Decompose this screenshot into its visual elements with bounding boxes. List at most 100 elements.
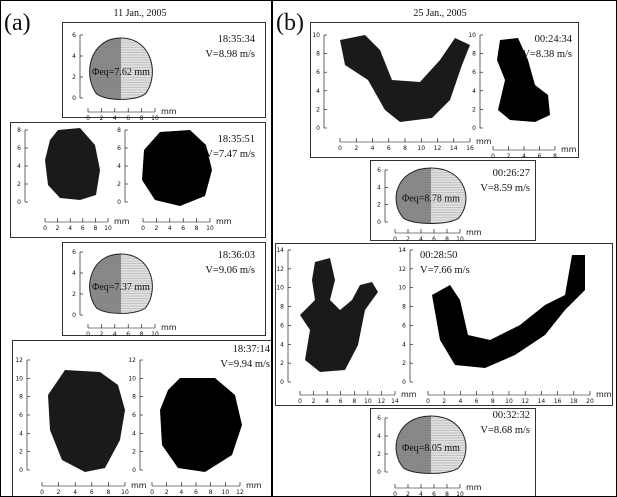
x-tick-label: 6 [432,236,436,243]
x-tick-label: 0 [43,225,47,232]
x-tick-label: 0 [393,491,397,497]
y-tick-label: 12 [276,266,284,273]
x-tick-label: 4 [522,153,526,160]
y-tick-label: 0 [472,125,476,132]
x-tick-label: 8 [553,153,557,160]
axis-unit: mm [476,137,492,146]
x-tick-label: 8 [445,491,449,497]
particle-silhouette [142,130,212,206]
equivalent-diameter: Φeq=8.05 mm [402,443,460,454]
x-tick-label: 4 [68,225,72,232]
figure: (a) 11 Jan., 2005 (b) 25 Jan., 2005 0246… [0,0,617,497]
y-tick-label: 4 [132,430,136,437]
axis-unit: mm [131,481,147,490]
x-tick-label: 2 [312,398,316,405]
equivalent-diameter: Φeq=7.62 mm [92,67,150,78]
x-tick-label: 0 [40,489,44,496]
x-tick-label: 0 [393,236,397,243]
y-tick-label: 2 [402,360,406,367]
x-tick-label: 4 [73,489,77,496]
axis-unit: mm [561,145,577,154]
x-tick-label: 0 [491,153,495,160]
y-tick-label: 4 [117,163,121,170]
x-tick-label: 2 [165,489,169,496]
x-tick-label: 2 [406,491,410,497]
y-tick-label: 8 [316,51,320,58]
y-tick-label: 0 [377,469,381,476]
axis-unit: mm [466,228,482,237]
x-tick-label: 10 [456,491,464,497]
y-tick-label: 12 [398,266,406,273]
y-tick-label: 0 [280,379,284,386]
y-tick-label: 2 [17,181,21,188]
y-tick-label: 4 [472,88,476,95]
x-tick-label: 8 [106,489,110,496]
y-tick-label: 6 [316,69,320,76]
particle-silhouette [48,370,125,472]
x-tick-label: 6 [387,145,391,152]
y-tick-label: 10 [15,375,23,382]
y-tick-label: 6 [472,69,476,76]
y-tick-label: 10 [398,285,406,292]
x-tick-label: 2 [154,225,158,232]
y-tick-label: 14 [398,247,406,254]
y-tick-label: 4 [72,53,76,60]
x-tick-label: 2 [99,115,103,122]
x-tick-label: 10 [151,331,159,338]
x-tick-label: 4 [179,489,183,496]
x-tick-label: 4 [419,491,423,497]
y-tick-label: 0 [72,95,76,102]
panel-label: (b) [276,10,304,36]
y-tick-label: 10 [276,285,284,292]
y-tick-label: 10 [468,32,476,39]
panel-date: 11 Jan., 2005 [114,8,167,19]
equivalent-diameter: Φeq=8.78 mm [402,194,460,205]
x-tick-label: 6 [181,225,185,232]
axis-unit: mm [216,217,232,226]
x-tick-label: 6 [81,225,85,232]
x-tick-label: 0 [86,331,90,338]
y-tick-label: 8 [472,51,476,58]
x-tick-label: 6 [126,115,130,122]
x-tick-label: 8 [491,398,495,405]
x-tick-label: 8 [352,398,356,405]
x-tick-label: 8 [93,225,97,232]
particle-silhouette [300,258,378,372]
x-tick-label: 2 [99,331,103,338]
particle-silhouette [160,378,242,472]
x-tick-label: 10 [222,489,230,496]
particle-silhouette [340,35,470,122]
y-tick-label: 0 [72,312,76,319]
y-tick-label: 0 [19,467,23,474]
y-tick-label: 4 [72,270,76,277]
x-tick-label: 14 [450,145,458,152]
y-tick-label: 4 [316,88,320,95]
x-tick-label: 0 [338,145,342,152]
x-tick-label: 12 [236,489,244,496]
time-stamp: 00:26:27 [493,168,530,179]
x-tick-label: 10 [456,236,464,243]
y-tick-label: 2 [72,74,76,81]
y-tick-label: 6 [72,32,76,39]
x-tick-label: 14 [538,398,546,405]
x-tick-label: 10 [206,225,214,232]
x-tick-label: 0 [86,115,90,122]
y-tick-label: 6 [377,415,381,422]
velocity: V=8.68 m/s [480,425,530,436]
x-tick-label: 16 [554,398,562,405]
velocity: V=8.59 m/s [480,183,530,194]
y-tick-label: 8 [17,127,21,134]
y-tick-label: 0 [402,379,406,386]
x-tick-label: 2 [56,225,60,232]
y-tick-label: 2 [117,181,121,188]
y-tick-label: 12 [128,357,136,364]
x-tick-label: 4 [419,236,423,243]
y-tick-label: 4 [402,341,406,348]
x-tick-label: 12 [378,398,386,405]
x-tick-label: 10 [104,225,112,232]
x-tick-label: 8 [195,225,199,232]
y-tick-label: 6 [72,249,76,256]
x-tick-label: 10 [151,115,159,122]
y-tick-label: 4 [377,184,381,191]
x-tick-label: 10 [121,489,129,496]
